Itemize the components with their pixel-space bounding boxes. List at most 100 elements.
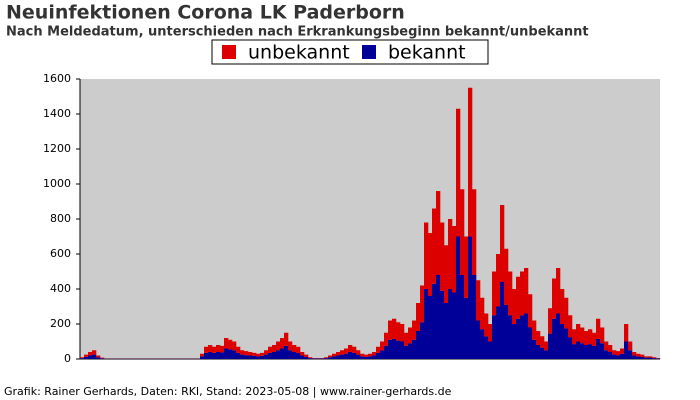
bar-segment [240,354,245,359]
bar-segment [460,189,465,275]
bar-segment [208,345,213,352]
bar-segment [280,348,285,359]
bar-segment [296,346,301,353]
bar-segment [424,289,429,359]
bar-segment [644,357,649,359]
bar-segment [652,358,657,359]
y-tick-label: 800 [50,212,71,225]
bar-segment [292,352,297,359]
bar-segment [632,355,637,359]
bar-segment [444,245,449,303]
bar-segment [440,222,445,291]
bar-segment [376,352,381,359]
bar-segment [568,315,573,338]
bar-segment [640,354,645,357]
bar-segment [212,346,217,353]
bar-segment [324,358,329,359]
bar-segment [624,324,629,342]
bar-segment [388,320,393,340]
bar-segment [440,290,445,359]
bar-segment [256,356,261,359]
bar-segment [320,358,325,359]
bar-segment [600,327,605,344]
bar-segment [432,208,437,284]
y-tick-label: 1600 [43,72,71,85]
bar-segment [280,338,285,349]
bar-segment [364,354,369,357]
bar-segment [88,352,93,356]
bar-segment [248,352,253,356]
bar-segment [344,348,349,354]
bar-segment [356,350,361,355]
bar-segment [100,357,105,359]
bar-segment [428,233,433,296]
bar-segment [224,348,229,359]
bar-segment [88,355,93,359]
bar-segment [308,358,313,359]
bar-segment [528,294,533,328]
bar-segment [548,333,553,359]
bar-segment [268,346,273,353]
bar-segment [444,303,449,359]
bar-segment [356,354,361,359]
bar-segment [464,236,469,298]
bar-segment [616,351,621,356]
bar-segment [348,345,353,352]
bar-segment [400,324,405,342]
bar-segment [256,353,261,357]
bar-segment [492,271,497,316]
bar-segment [208,352,213,359]
bar-segment [412,320,417,340]
bar-segment [544,341,549,351]
y-tick-label: 0 [64,352,71,365]
bar-segment [560,289,565,324]
bar-segment [516,318,521,359]
bar-segment [544,350,549,359]
bar-segment [620,348,625,354]
bar-segment [636,353,641,357]
bar-segment [252,352,257,356]
bar-segment [620,353,625,359]
bar-segment [80,357,85,359]
bar-segment [244,355,249,359]
bar-segment [324,357,329,359]
bar-segment [300,355,305,359]
bar-segment [264,350,269,355]
bar-segment [336,355,341,359]
y-tick-label: 400 [50,282,71,295]
bar-segment [204,346,209,353]
bar-segment [592,345,597,359]
bar-segment [288,350,293,359]
bar-segment [552,278,557,319]
bar-segment [96,357,101,359]
bar-segment [416,303,421,331]
bar-segment [600,343,605,359]
bar-segment [616,355,621,359]
bar-segment [480,329,485,359]
bar-segment [612,350,617,355]
bar-segment [408,327,413,344]
bar-segment [308,357,313,359]
bar-segment [360,356,365,359]
bar-segment [468,87,473,237]
bar-segment [452,226,457,293]
bar-segment [304,356,309,359]
bar-segment [580,327,585,344]
bar-segment [232,350,237,359]
bar-segment [368,353,373,357]
bar-segment [628,341,633,351]
bar-segment [572,344,577,359]
y-tick-label: 1400 [43,107,71,120]
plot-area [80,79,660,359]
bar-segment [636,356,641,359]
bar-segment [524,313,529,359]
bar-segment [492,315,497,359]
bar-segment [484,336,489,359]
bar-segment [524,268,529,314]
bar-segment [316,358,321,359]
bar-segment [276,341,281,351]
bar-segment [84,354,89,357]
bar-segment [420,322,425,359]
legend-label: unbekannt [248,42,350,64]
